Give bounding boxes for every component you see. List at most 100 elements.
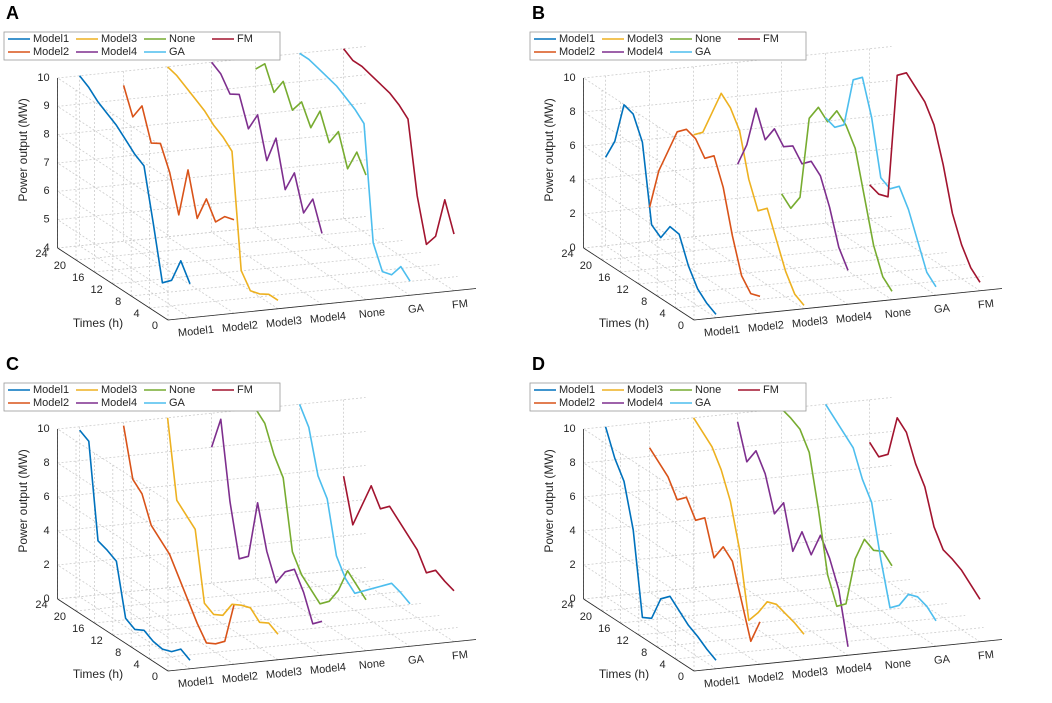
category-tick-label: GA — [933, 653, 951, 667]
category-grid-line — [167, 236, 279, 310]
category-grid-line — [299, 573, 411, 647]
series-line — [692, 417, 805, 635]
series-line — [122, 85, 235, 223]
category-tick-label: FM — [451, 298, 468, 312]
legend-label: Model3 — [101, 33, 137, 45]
series-line — [604, 104, 717, 315]
z-tick-label: 0 — [43, 593, 49, 605]
z-tick-label: 8 — [569, 457, 575, 469]
category-grid-line — [255, 227, 367, 301]
series-line — [781, 408, 893, 608]
time-tick-label: 24 — [35, 599, 47, 611]
legend-box — [3, 31, 281, 61]
time-tick-label: 8 — [641, 647, 647, 659]
legend-label: None — [169, 33, 195, 45]
legend-label: Model4 — [627, 46, 663, 58]
category-grid-line — [211, 231, 323, 305]
series-line — [298, 404, 411, 605]
time-grid-line — [131, 615, 440, 648]
legend-label: Model2 — [33, 397, 69, 409]
axis-line — [57, 598, 169, 672]
category-tick-label: None — [884, 657, 911, 672]
category-tick-label: Model1 — [177, 675, 214, 691]
legend-label: Model1 — [559, 33, 595, 45]
z-axis-label: Power output (MW) — [542, 98, 556, 201]
panel-label: D — [532, 354, 545, 374]
axis-line — [167, 288, 477, 321]
z-tick-label: 9 — [43, 100, 49, 112]
legend-label: None — [695, 33, 721, 45]
series-line — [736, 107, 849, 271]
series-line — [166, 417, 279, 635]
axis-line — [693, 639, 1003, 672]
category-grid-line — [299, 222, 411, 296]
series-line — [824, 403, 937, 622]
category-tick-label: None — [884, 306, 911, 321]
series-line — [299, 52, 411, 282]
category-tick-label: Model1 — [177, 324, 214, 340]
series-line — [648, 447, 761, 643]
category-grid-line — [737, 582, 849, 656]
series-line — [780, 106, 893, 292]
legend-label: Model3 — [101, 384, 137, 396]
category-grid-line — [211, 582, 323, 656]
legend-label: FM — [237, 384, 253, 396]
category-grid-line — [737, 231, 849, 305]
legend-box — [529, 382, 807, 412]
time-grid-line — [620, 591, 929, 624]
series-line — [122, 425, 235, 645]
time-tick-label: 20 — [54, 260, 66, 272]
category-tick-label: Model2 — [221, 319, 258, 335]
time-axis-label: Times (h) — [73, 316, 123, 330]
legend-label: Model2 — [33, 46, 69, 58]
panel-label: B — [532, 3, 545, 23]
series-line — [78, 75, 191, 285]
category-grid-line — [605, 245, 717, 319]
legend-label: GA — [695, 46, 712, 58]
z-axis-label: Power output (MW) — [16, 449, 30, 552]
legend-label: Model4 — [101, 397, 137, 409]
time-tick-label: 16 — [72, 272, 84, 284]
category-grid-line — [825, 573, 937, 647]
category-tick-label: Model4 — [309, 310, 346, 326]
category-tick-label: Model2 — [221, 670, 258, 686]
legend-label: GA — [169, 397, 186, 409]
category-tick-label: Model1 — [703, 675, 740, 691]
legend-label: Model1 — [559, 384, 595, 396]
time-grid-line — [657, 264, 966, 297]
legend-label: Model3 — [627, 384, 663, 396]
time-tick-label: 4 — [659, 659, 665, 671]
category-grid-line — [869, 569, 981, 643]
category-grid-line — [649, 591, 761, 665]
z-tick-label: 4 — [43, 525, 49, 537]
category-tick-label: Model4 — [835, 661, 872, 677]
category-grid-line — [649, 240, 761, 314]
legend-label: Model3 — [627, 33, 663, 45]
legend-label: Model2 — [559, 397, 595, 409]
z-tick-label: 8 — [43, 457, 49, 469]
category-tick-label: Model3 — [265, 666, 302, 682]
category-tick-label: Model3 — [791, 315, 828, 331]
category-grid-line — [343, 218, 455, 292]
category-grid-line — [123, 240, 235, 314]
time-tick-label: 4 — [133, 659, 139, 671]
legend-label: None — [695, 384, 721, 396]
axis-line — [167, 639, 477, 672]
time-tick-label: 4 — [659, 308, 665, 320]
time-axis-label: Times (h) — [599, 316, 649, 330]
legend-label: GA — [169, 46, 186, 58]
time-tick-label: 24 — [561, 248, 573, 260]
category-tick-label: None — [358, 306, 385, 321]
legend-label: Model4 — [627, 397, 663, 409]
axis-line — [57, 247, 169, 321]
z-tick-label: 4 — [569, 525, 575, 537]
z-axis-label: Power output (MW) — [16, 98, 30, 201]
z-axis-label: Power output (MW) — [542, 449, 556, 552]
z-tick-label: 10 — [37, 72, 49, 84]
category-tick-label: Model3 — [791, 666, 828, 682]
category-grid-line — [605, 596, 717, 670]
time-tick-label: 12 — [617, 635, 629, 647]
